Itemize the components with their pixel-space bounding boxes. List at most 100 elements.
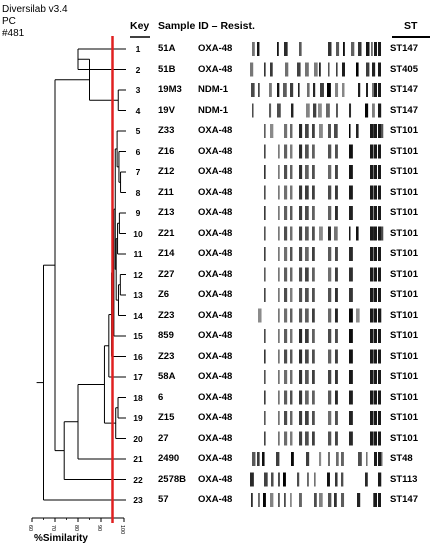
fingerprint-band xyxy=(270,124,274,138)
fingerprint-band xyxy=(370,185,373,200)
fingerprint-band xyxy=(319,124,323,138)
fingerprint-band xyxy=(305,247,309,261)
fingerprint-band xyxy=(378,124,381,138)
fingerprint-band xyxy=(264,411,266,425)
fingerprint-band xyxy=(291,103,294,118)
fingerprint-band xyxy=(356,308,360,323)
fingerprint-band xyxy=(334,226,338,241)
fingerprint-band xyxy=(343,42,345,56)
row-key: 21 xyxy=(133,454,143,464)
fingerprint-band xyxy=(305,411,309,425)
fingerprint-band xyxy=(290,329,293,343)
fingerprint-band xyxy=(378,42,381,56)
fingerprint-band xyxy=(349,267,353,282)
resistance-gene: OXA-48 xyxy=(198,391,233,403)
run-label: #481 xyxy=(2,28,25,39)
sequence-type: ST101 xyxy=(390,412,418,423)
fingerprint-band xyxy=(328,329,332,343)
fingerprint-band xyxy=(341,452,344,466)
fingerprint-band xyxy=(283,472,286,487)
sample-id: Z6 xyxy=(158,289,170,300)
fingerprint-band xyxy=(299,411,303,425)
fingerprint-band xyxy=(257,452,260,466)
fingerprint-band xyxy=(366,42,370,56)
table-row: 20 27 OXA-48 ST101 xyxy=(128,429,443,449)
fingerprint-band xyxy=(349,206,353,220)
key-column-header: Key xyxy=(130,20,150,32)
fingerprint-band xyxy=(370,411,373,425)
fingerprint-band xyxy=(278,144,280,159)
fingerprint-band xyxy=(328,226,331,241)
fingerprint-band xyxy=(335,144,338,159)
fingerprint-band xyxy=(366,452,368,466)
fingerprint-band xyxy=(349,144,353,159)
row-key: 11 xyxy=(133,249,143,259)
fingerprint-band xyxy=(374,226,377,241)
fingerprint-band xyxy=(349,185,353,200)
fingerprint-band xyxy=(374,493,377,507)
fingerprint-band xyxy=(335,349,338,364)
fingerprint-band xyxy=(299,267,303,282)
fingerprint-band xyxy=(318,103,322,118)
resistance-gene: OXA-48 xyxy=(198,350,233,362)
row-key: 14 xyxy=(133,310,143,321)
fingerprint-band xyxy=(284,247,288,261)
fingerprint-band xyxy=(298,83,300,97)
fingerprint-band xyxy=(335,411,338,425)
fingerprint-band xyxy=(336,62,338,77)
sequence-type: ST101 xyxy=(390,309,418,321)
fingerprint-band xyxy=(252,42,255,56)
fingerprint-band xyxy=(312,247,315,261)
fingerprint-band xyxy=(380,124,384,138)
fingerprint-band xyxy=(290,185,293,200)
fingerprint-band xyxy=(335,329,338,343)
fingerprint-band xyxy=(378,472,381,487)
sample-id: Z21 xyxy=(158,227,175,239)
fingerprint-band xyxy=(306,452,310,466)
fingerprint-band xyxy=(349,390,353,405)
row-key: 3 xyxy=(135,85,141,95)
resistance-gene: OXA-48 xyxy=(198,289,233,300)
fingerprint-band xyxy=(349,370,353,384)
fingerprint-band xyxy=(290,431,293,446)
table-row: 18 6 OXA-48 ST101 xyxy=(128,388,443,408)
fingerprint-band xyxy=(290,247,293,261)
sample-id: Z11 xyxy=(158,186,174,198)
table-row: 15 859 OXA-48 ST101 xyxy=(128,326,443,346)
fingerprint-band xyxy=(264,144,266,159)
row-key: 22 xyxy=(133,474,143,485)
fingerprint-band xyxy=(335,431,338,446)
fingerprint-band xyxy=(313,83,316,97)
resistance-gene: OXA-48 xyxy=(198,432,233,444)
fingerprint-band xyxy=(258,83,260,97)
resistance-gene: NDM-1 xyxy=(198,104,229,116)
fingerprint-band xyxy=(269,83,272,97)
fingerprint-band xyxy=(370,267,373,282)
fingerprint-band xyxy=(370,308,373,323)
fingerprint-band xyxy=(264,472,268,487)
sequence-type: ST101 xyxy=(390,248,418,259)
fingerprint-band xyxy=(283,83,287,97)
table-row: 16 Z23 OXA-48 ST101 xyxy=(128,347,443,367)
fingerprint-band xyxy=(262,452,265,466)
table-row: 4 19V NDM-1 ST147 xyxy=(128,101,443,121)
fingerprint-band xyxy=(264,247,266,261)
fingerprint-band xyxy=(312,206,315,220)
fingerprint-band xyxy=(374,308,377,323)
sequence-type: ST101 xyxy=(390,125,418,136)
fingerprint-band xyxy=(299,144,303,159)
fingerprint-band xyxy=(278,288,280,302)
fingerprint-band xyxy=(277,83,280,97)
fingerprint-band xyxy=(284,411,288,425)
fingerprint-band xyxy=(374,329,377,343)
resistance-gene: OXA-48 xyxy=(198,227,233,239)
fingerprint-band xyxy=(305,349,309,364)
fingerprint-band xyxy=(290,349,293,364)
sequence-type: ST405 xyxy=(390,63,418,75)
fingerprint-band xyxy=(312,329,315,343)
table-row: 21 2490 OXA-48 ST48 xyxy=(128,449,443,469)
similarity-axis-label: %Similarity xyxy=(34,533,88,544)
fingerprint-band xyxy=(334,493,337,507)
sample-column-header: Sample ID – Resist. xyxy=(158,20,255,32)
